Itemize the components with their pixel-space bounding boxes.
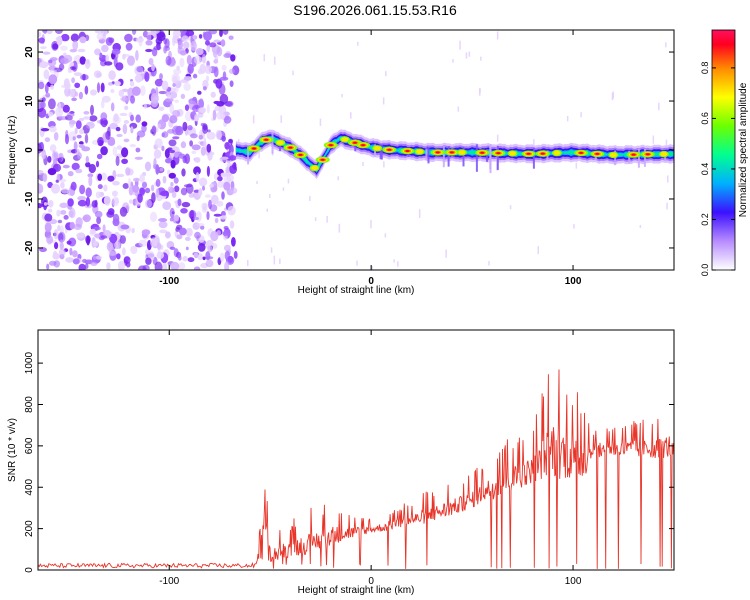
spectrogram-y-tick-label: -10 [24,191,35,206]
colorbar-tick-label: 0.4 [700,163,710,176]
snr-frame [37,329,675,571]
snr-y-tick-label: 600 [24,437,35,454]
snr-x-tick-label: 100 [565,576,582,587]
frequency-trace [235,129,674,180]
colorbar-gradient [711,29,736,271]
snr-y-tick-label: 800 [24,396,35,413]
snr-y-tick-label: 0 [24,567,35,573]
snr-series-line [38,369,674,569]
snr-y-tick-label: 400 [24,478,35,495]
snr-x-tick-label: 0 [368,576,374,587]
spectrogram-y-tick-label: -20 [24,240,35,255]
colorbar-label: Normalized spectral amplitude [738,82,749,217]
spectrogram-y-tick-label: 20 [24,46,35,58]
spectrogram-x-tick-label: 100 [565,276,582,287]
spectrogram-x-tick-label: -100 [159,276,179,287]
colorbar-tick-label: 0.2 [700,213,710,226]
spectrogram-x-axis-label: Height of straight line (km) [298,285,415,296]
spectrogram-y-axis-label: Frequency (Hz) [7,116,18,185]
colorbar-tick-label: 0.8 [700,62,710,75]
noise-region [38,30,669,270]
snr-y-tick-label: 1000 [24,352,35,375]
figure-title: S196.2026.061.15.53.R16 [293,2,457,18]
spectrogram-y-tick-label: 10 [24,95,35,107]
colorbar-tick-label: 0.0 [700,264,710,277]
snr-x-axis-label: Height of straight line (km) [298,585,415,596]
colorbar-tick-label: 0.6 [700,112,710,125]
colorbar: 0.0 0.2 0.4 0.6 0.8 Normalized spectral ampl… [700,29,749,277]
snr-x-tick-label: -100 [159,576,179,587]
snr-y-tick-label: 200 [24,520,35,537]
spectrogram-x-tick-label: 0 [368,276,374,287]
snr-y-axis-label: SNR (10 * v/v) [7,418,18,482]
spectrogram-y-tick-label: 0 [24,147,35,153]
